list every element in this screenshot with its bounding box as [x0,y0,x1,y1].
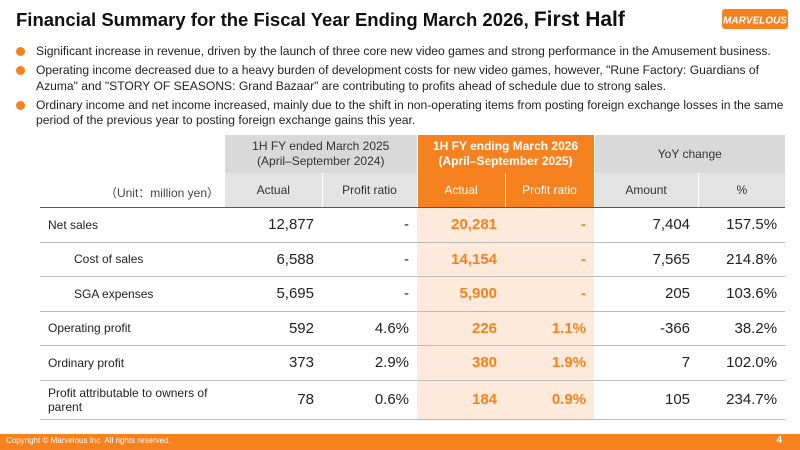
cell-curr-actual: 226 [417,311,506,346]
cell-yoy-pct: 103.6% [698,276,786,312]
bullet-item: Operating income decreased due to a heav… [16,63,788,94]
cell-prev-ratio: - [322,242,418,277]
table-row: Net sales 12,877 - 20,281 - 7,404 157.5% [40,207,786,243]
col-yoy-pct: % [697,173,786,208]
cell-yoy-amount: 105 [594,380,699,420]
cell-yoy-amount: 205 [594,276,699,312]
unit-label: （Unit：million yen） [40,173,225,208]
cell-yoy-pct: 102.0% [698,345,786,381]
marvelous-logo: MARVELOUS [722,9,788,29]
cell-curr-ratio: - [505,242,595,277]
cell-yoy-pct: 234.7% [698,380,786,420]
cell-yoy-amount: 7,565 [594,242,699,277]
row-label: Net sales [40,207,225,243]
cell-yoy-amount: 7,404 [594,207,699,243]
cell-yoy-amount: -366 [594,311,699,346]
cell-curr-ratio: - [505,207,595,243]
row-label: Profit attributable to owners of parent [40,380,225,420]
bullet-item: Ordinary income and net income increased… [16,98,788,129]
cell-curr-ratio: 1.1% [505,311,595,346]
page-number: 4 [776,435,782,446]
cell-curr-actual: 20,281 [417,207,506,243]
table-row: Ordinary profit 373 2.9% 380 1.9% 7 102.… [40,345,786,381]
page-title-suffix: First Half [533,8,625,31]
row-label: Operating profit [40,311,225,346]
cell-prev-actual: 592 [225,311,322,346]
cell-curr-ratio: 0.9% [505,380,595,420]
col-prev-actual: Actual [225,173,322,208]
footer-bar: Copyright © Marvelous Inc. All rights re… [0,434,800,450]
cell-prev-ratio: 0.6% [322,380,418,420]
cell-curr-actual: 14,154 [417,242,506,277]
bullet-text: Significant increase in revenue, driven … [36,44,771,58]
cell-prev-ratio: - [322,276,418,312]
cell-yoy-amount: 7 [594,345,699,381]
header-curr-period: 1H FY ending March 2026 (April–September… [416,135,595,173]
svg-text:MARVELOUS: MARVELOUS [723,16,787,27]
table-row: Operating profit 592 4.6% 226 1.1% -366 … [40,311,786,346]
header-yoy: YoY change [593,135,786,173]
bullet-text: Ordinary income and net income increased… [36,97,784,128]
cell-prev-actual: 78 [225,380,322,420]
row-label: Cost of sales [40,242,225,277]
table-row: Profit attributable to owners of parent … [40,380,786,420]
financial-summary-table: 1H FY ended March 2025 (April–September … [40,135,786,420]
cell-prev-actual: 12,877 [225,207,322,243]
cell-yoy-pct: 157.5% [698,207,786,243]
cell-prev-ratio: - [322,207,418,243]
cell-curr-actual: 5,900 [417,276,506,312]
bullet-text: Operating income decreased due to a heav… [36,63,759,93]
bullet-dot-icon [16,66,25,75]
cell-prev-actual: 373 [225,345,322,381]
bullet-dot-icon [16,100,25,110]
cell-curr-ratio: 1.9% [505,345,595,381]
bullet-dot-icon [16,47,25,56]
cell-yoy-pct: 38.2% [698,311,786,346]
summary-bullets: Significant increase in revenue, driven … [16,44,788,132]
row-label: Ordinary profit [40,345,225,381]
cell-curr-ratio: - [505,276,595,312]
cell-yoy-pct: 214.8% [698,242,786,277]
cell-prev-actual: 6,588 [225,242,322,277]
page-title-main: Financial Summary for the Fiscal Year En… [16,9,529,30]
col-prev-ratio: Profit ratio [321,173,418,208]
row-label: SGA expenses [40,276,225,312]
table-row: SGA expenses 5,695 - 5,900 - 205 103.6% [40,276,786,312]
col-yoy-amount: Amount [593,173,699,208]
cell-curr-actual: 380 [417,345,506,381]
col-curr-actual: Actual [416,173,506,208]
cell-prev-actual: 5,695 [225,276,322,312]
copyright-text: Copyright © Marvelous Inc. All rights re… [6,436,171,445]
bullet-item: Significant increase in revenue, driven … [16,44,788,60]
col-curr-ratio: Profit ratio [504,173,595,208]
header-spacer [40,135,225,173]
table-row: Cost of sales 6,588 - 14,154 - 7,565 214… [40,242,786,277]
cell-prev-ratio: 4.6% [322,311,418,346]
cell-prev-ratio: 2.9% [322,345,418,381]
cell-curr-actual: 184 [417,380,506,420]
page-title: Financial Summary for the Fiscal Year En… [16,8,625,32]
header-prev-period: 1H FY ended March 2025 (April–September … [225,135,418,173]
